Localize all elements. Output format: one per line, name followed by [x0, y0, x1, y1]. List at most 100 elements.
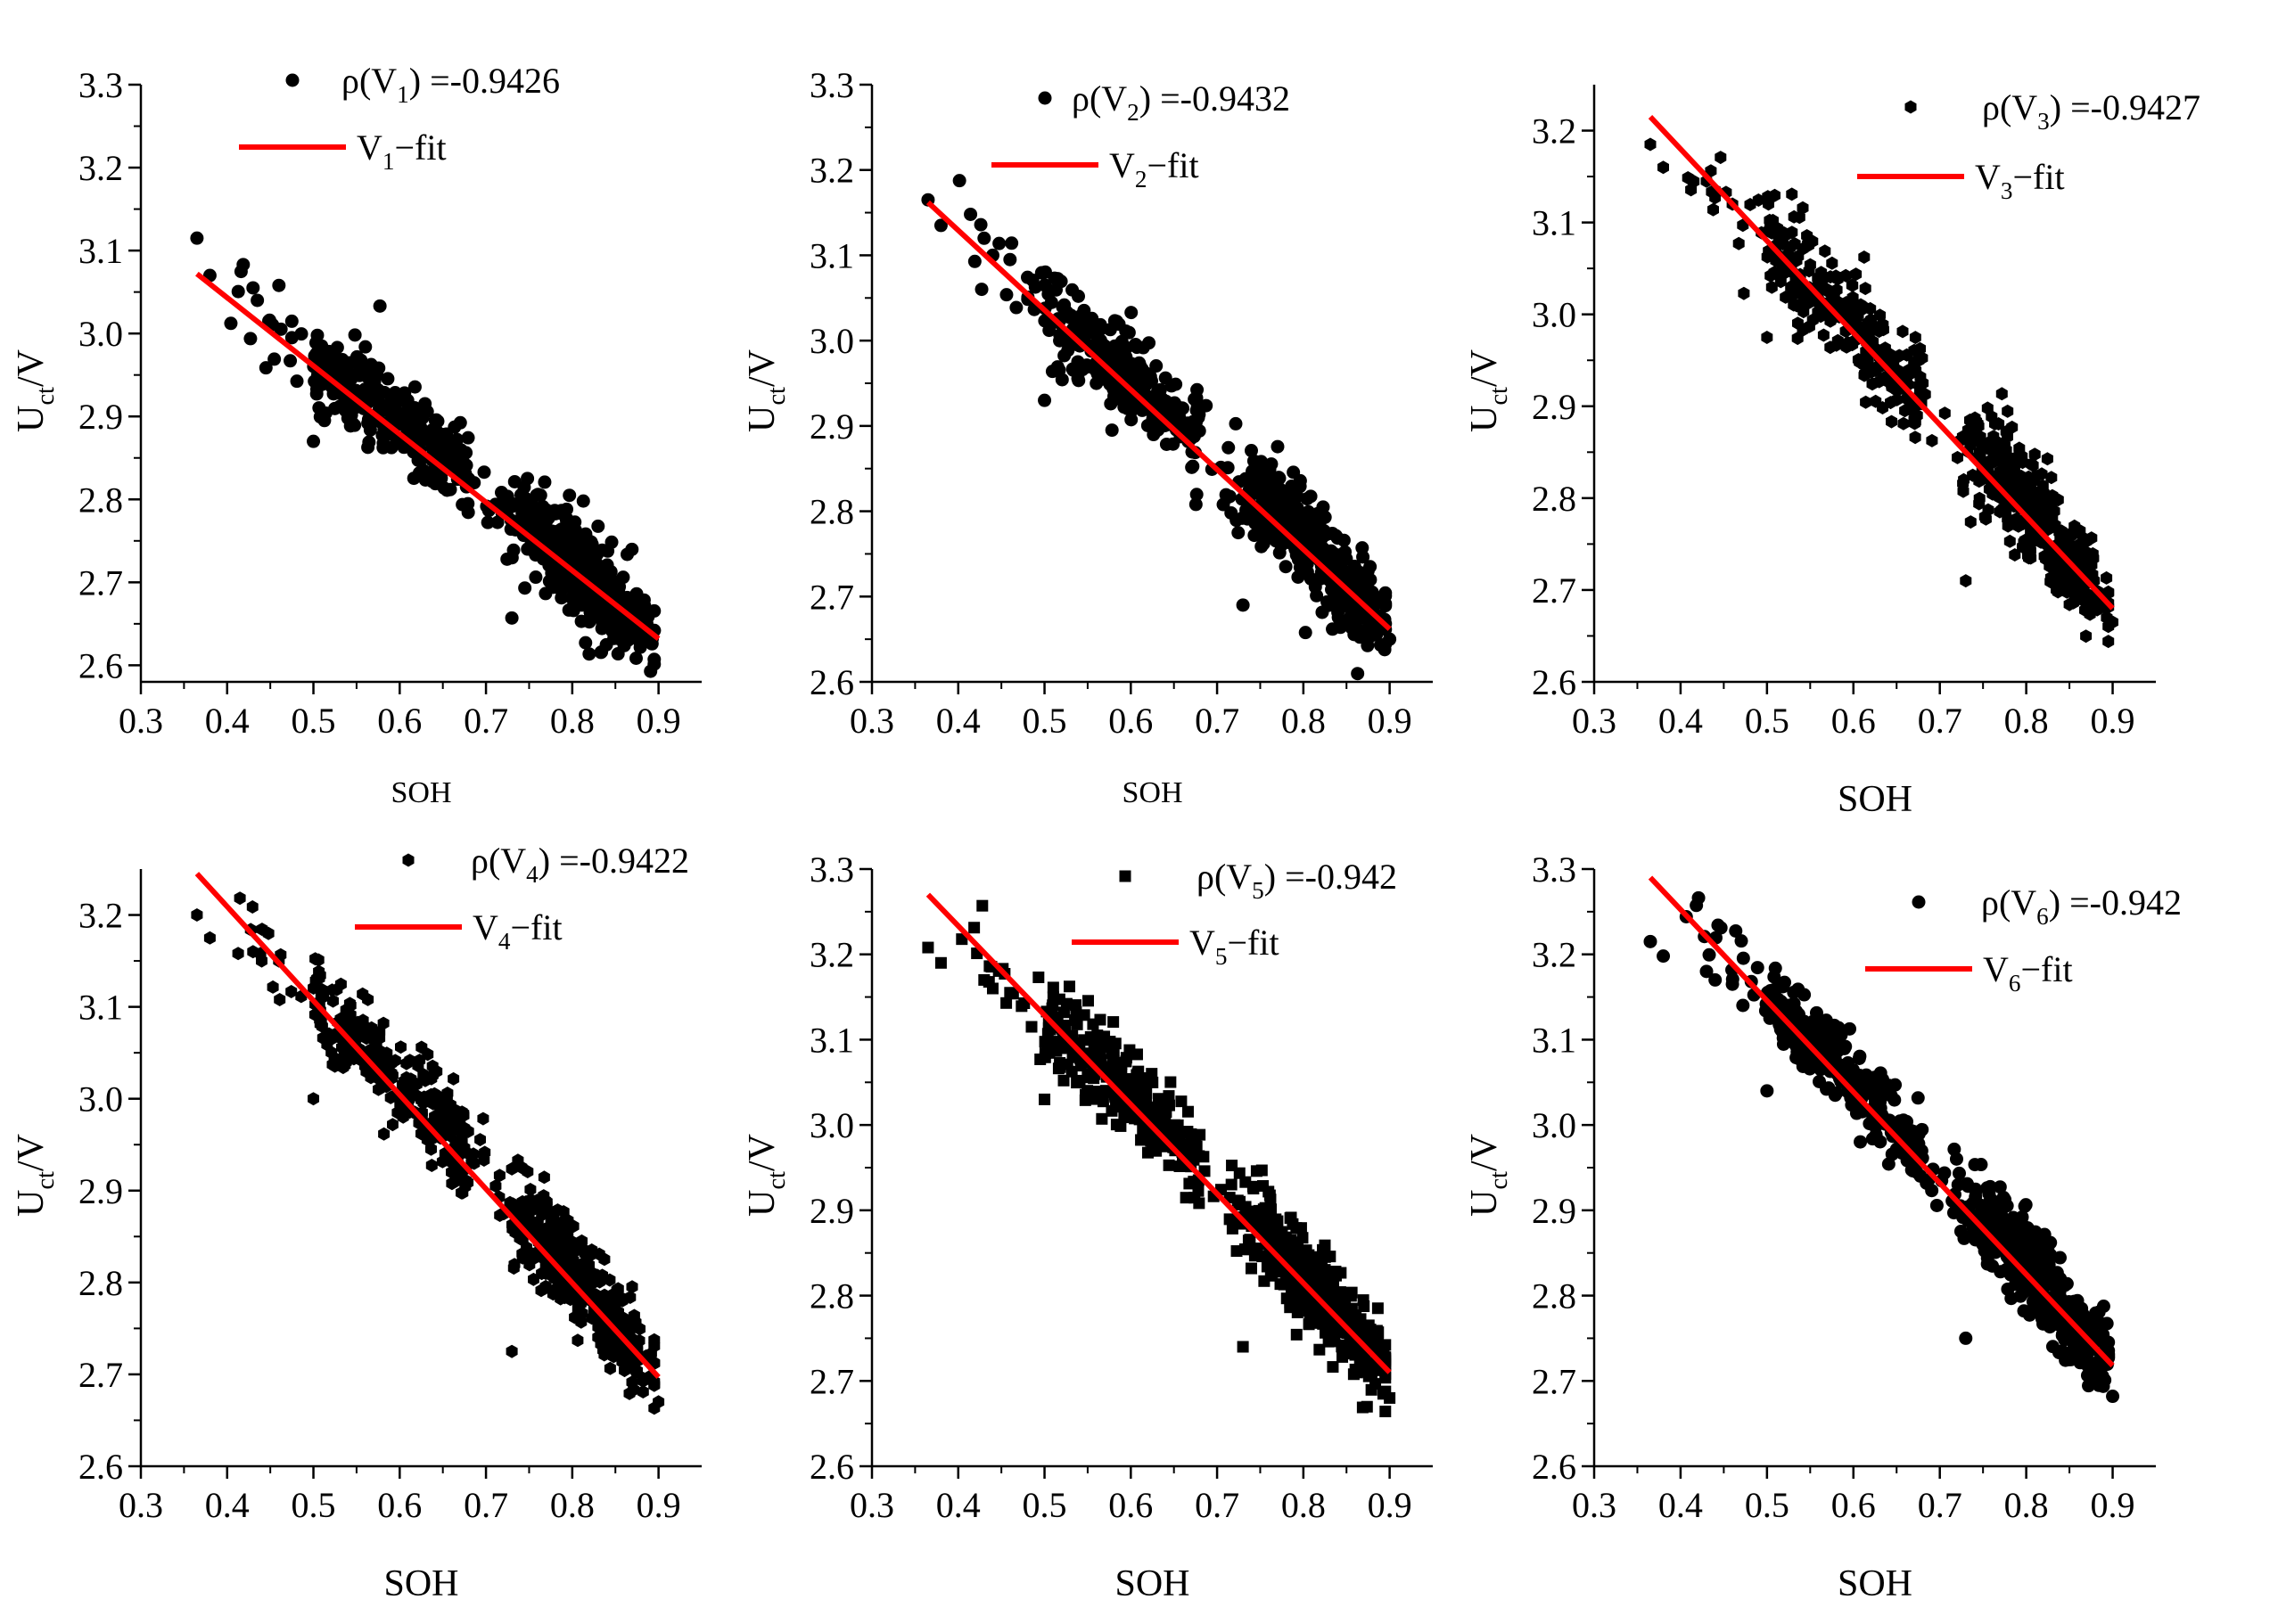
data-point [1140, 1087, 1153, 1099]
y-tick-label: 3.2 [1532, 935, 1576, 975]
y-axis-label-pre: U [742, 406, 783, 432]
data-point [340, 359, 354, 373]
data-point [1230, 1245, 1243, 1258]
legend-point-symbol [1912, 895, 1926, 909]
data-point [429, 413, 443, 427]
data-point [1163, 1159, 1175, 1171]
y-tick-label: 3.2 [78, 148, 123, 188]
data-point [284, 331, 299, 345]
x-tick-label: 0.9 [637, 1485, 681, 1525]
fit-line [925, 200, 1392, 631]
data-point [1908, 343, 1920, 357]
data-point [1366, 625, 1380, 639]
data-point [370, 368, 384, 382]
y-axis-label-pre: U [1464, 1190, 1505, 1217]
x-axis-label: SOH [1838, 779, 1912, 820]
data-point [2052, 493, 2064, 507]
scatter-points [922, 899, 1396, 1418]
data-point [500, 552, 514, 566]
data-point [2000, 1199, 2014, 1213]
x-tick-label: 0.9 [1368, 1485, 1412, 1525]
data-point [2027, 1227, 2042, 1242]
data-point [1290, 1328, 1303, 1341]
y-axis-label-pre: U [742, 1190, 783, 1217]
legend-fit-label-pre: V [1983, 949, 2009, 989]
data-point [373, 299, 387, 313]
data-point [2035, 467, 2048, 481]
panel-V5: 0.3 0.4 0.5 0.6 0.7 0.8 0.9 2.6 2.7 2.8 2.9 3.0 3.1 3… [742, 849, 1433, 1604]
data-point [1896, 324, 1909, 339]
data-point [2060, 585, 2073, 599]
x-axis-label: SOH [1838, 1563, 1912, 1604]
panel-V6: 0.3 0.4 0.5 0.6 0.7 0.8 0.9 2.6 2.7 2.8 2.9 3.0 3.1 3… [1464, 849, 2182, 1604]
data-point [1858, 250, 1871, 264]
data-point [992, 236, 1007, 250]
data-point [1911, 1091, 1925, 1105]
data-point [308, 349, 322, 363]
x-tick-label: 0.7 [1918, 1485, 1962, 1525]
x-tick-label: 0.5 [1745, 701, 1789, 741]
data-point [595, 621, 609, 636]
x-axis-label: SOH [1114, 1563, 1189, 1604]
y-tick-label: 2.7 [810, 577, 854, 617]
data-point [1269, 1264, 1281, 1276]
x-tick-label: 0.4 [205, 1485, 250, 1525]
y-tick-label: 2.9 [1532, 387, 1576, 427]
legend-correlation-pre: ρ(V [471, 841, 526, 881]
y-tick-label: 2.9 [78, 1171, 123, 1211]
data-point [1328, 1327, 1341, 1340]
y-axis-label-pre: U [1464, 406, 1505, 432]
data-point [1050, 1045, 1063, 1057]
legend-correlation-post: ) =-0.942 [1264, 857, 1397, 897]
data-point [2002, 404, 2014, 418]
data-point [506, 1344, 518, 1358]
y-tick-label: 3.1 [1532, 203, 1576, 243]
data-point [1059, 305, 1073, 319]
x-tick-label: 0.7 [464, 701, 508, 741]
data-point [1000, 997, 1013, 1009]
data-point [1778, 975, 1792, 989]
data-point [1041, 1028, 1054, 1040]
data-point [400, 393, 415, 407]
data-point [1372, 1337, 1385, 1349]
data-point [232, 947, 244, 961]
data-point [1257, 1203, 1270, 1216]
data-point [1982, 1186, 1996, 1201]
data-point [1191, 399, 1205, 414]
data-point [1886, 414, 1897, 429]
legend-fit-label-sub: 4 [498, 928, 511, 955]
data-point [1865, 365, 1878, 379]
legend-fit-label-sub: 6 [2009, 970, 2021, 997]
x-tick-label: 0.6 [1831, 1485, 1876, 1525]
data-point [1644, 137, 1657, 152]
data-point [2101, 570, 2113, 585]
panel-V4: 0.3 0.4 0.5 0.6 0.7 0.8 0.9 2.6 2.7 2.8 2.9 3.0 3.1 3… [11, 841, 702, 1604]
data-point [1246, 1205, 1258, 1218]
data-point [1831, 333, 1844, 348]
data-point [1034, 266, 1049, 280]
data-point [1817, 328, 1830, 342]
legend-correlation-post: ) =-0.9422 [539, 841, 689, 881]
y-tick-label: 3.2 [810, 151, 854, 191]
data-point [1952, 450, 1963, 464]
data-point [2027, 1243, 2041, 1257]
data-point [1383, 632, 1397, 646]
data-point [2040, 552, 2052, 566]
data-point [272, 278, 286, 292]
data-point [1150, 1144, 1163, 1157]
data-point [1838, 1039, 1853, 1054]
data-point [371, 382, 385, 397]
data-point [1353, 565, 1367, 579]
data-point [521, 472, 535, 486]
data-point [601, 544, 615, 558]
data-point [1732, 236, 1745, 250]
data-point [1149, 359, 1164, 373]
data-point [1858, 324, 1871, 339]
data-point [567, 587, 581, 602]
legend-point-symbol [1904, 100, 1917, 114]
x-axis-label: SOH [1122, 776, 1182, 809]
data-point [1874, 308, 1886, 323]
data-point [285, 985, 298, 998]
data-point [1279, 496, 1293, 511]
data-point [1107, 1016, 1120, 1029]
